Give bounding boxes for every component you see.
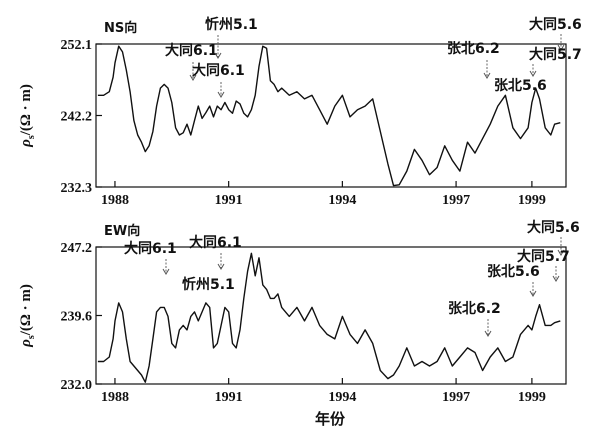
earthquake-annotation: 忻州5.1 — [182, 276, 235, 293]
earthquake-annotation: 大同6.1 — [189, 234, 242, 251]
annotation-arrow-head — [484, 330, 492, 337]
annotation-arrow-head — [557, 44, 565, 51]
x-tick-label: 1994 — [328, 390, 356, 405]
annotation-arrow-head — [529, 290, 537, 297]
annotation-arrow-head — [557, 249, 565, 256]
annotation-arrow-head — [217, 263, 225, 270]
y-tick-label: 252.1 — [61, 38, 93, 53]
x-tick-label: 1988 — [101, 193, 129, 208]
ns-panel: 252.1 242.2 232.3 1988 1991 1994 1997 1999 NS向 ρs… — [18, 16, 582, 208]
earthquake-annotation: 大同5.6 — [527, 219, 580, 236]
y-tick-label: 247.2 — [61, 241, 93, 256]
earthquake-annotation: 张北5.6 — [494, 78, 547, 94]
earthquake-annotation: 忻州5.1 — [205, 16, 258, 33]
y-tick-label: 242.2 — [61, 110, 93, 125]
y-tick-label: 232.0 — [61, 378, 93, 393]
earthquake-annotation: 大同6.1 — [165, 42, 218, 59]
panel-label: NS向 — [104, 20, 137, 36]
panel-label: EW向 — [104, 223, 140, 239]
annotation-arrow-head — [214, 52, 222, 59]
resistivity-series-line — [97, 45, 561, 187]
x-tick-label: 1999 — [518, 193, 546, 208]
y-axis-label: ρs/(Ω · m) — [18, 284, 37, 348]
x-tick-label: 1994 — [328, 193, 356, 208]
earthquake-annotation: 大同5.6 — [529, 16, 582, 33]
x-tick-label: 1999 — [518, 390, 546, 405]
x-tick-label: 1988 — [101, 390, 129, 405]
earthquake-annotation: 大同5.7 — [529, 46, 582, 63]
earthquake-annotation: 大同6.1 — [192, 62, 245, 79]
annotation-arrow-head — [552, 275, 560, 282]
earthquake-annotation: 大同6.1 — [124, 240, 177, 257]
earthquake-annotation: 张北6.2 — [448, 301, 501, 317]
x-tick-label: 1991 — [215, 390, 243, 405]
earthquake-annotation: 大同5.7 — [517, 248, 570, 265]
x-tick-label: 1997 — [442, 390, 470, 405]
x-axis-label: 年份 — [315, 410, 346, 428]
annotation-arrow-head — [217, 91, 225, 98]
earthquake-annotation: 张北6.2 — [447, 41, 500, 57]
resistivity-series-line — [97, 252, 561, 383]
annotation-arrow-head — [162, 268, 170, 275]
x-tick-label: 1991 — [215, 193, 243, 208]
annotation-arrow-head — [529, 70, 537, 77]
y-tick-label: 239.6 — [61, 310, 93, 325]
ew-panel: 247.2 239.6 232.0 1988 1991 1994 1997 1999 EW向 ρs… — [18, 219, 580, 405]
earthquake-annotation: 张北5.6 — [487, 264, 540, 280]
annotation-arrow-head — [189, 74, 197, 81]
y-axis-label: ρs/(Ω · m) — [18, 84, 37, 148]
annotation-arrow-head — [483, 72, 491, 79]
x-tick-label: 1997 — [442, 193, 470, 208]
y-tick-label: 232.3 — [61, 181, 93, 196]
